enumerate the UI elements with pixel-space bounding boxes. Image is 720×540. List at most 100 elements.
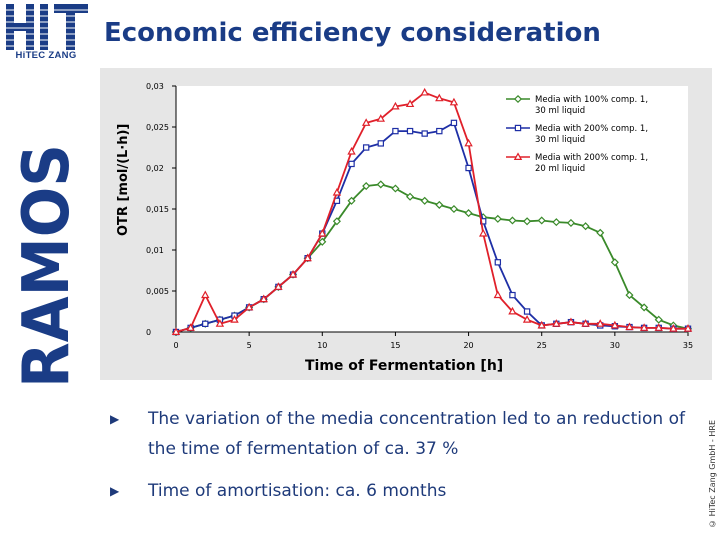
data-point [288, 269, 298, 278]
data-point [318, 228, 327, 237]
data-point [362, 144, 370, 151]
data-point [625, 322, 634, 331]
y-tick-label: 0 [146, 328, 151, 337]
data-point [361, 118, 371, 126]
copyright-note: © HiTec Zang GmbH - HRE [708, 420, 717, 528]
data-point [186, 323, 195, 331]
y-tick-label: 0,015 [146, 205, 169, 214]
bullet-text: The variation of the media concentration… [148, 409, 685, 459]
x-tick-label: 30 [610, 341, 620, 350]
data-point [639, 323, 649, 331]
data-point [436, 127, 443, 135]
data-point [230, 315, 239, 323]
legend-label: 30 ml liquid [535, 135, 585, 145]
data-point [347, 146, 356, 155]
bullet-arrow-icon: ▶ [110, 484, 120, 498]
data-point [523, 308, 531, 315]
y-tick-label: 0,03 [146, 82, 164, 91]
data-point [464, 209, 473, 218]
data-point [405, 99, 415, 108]
data-point [610, 320, 620, 329]
data-point [391, 184, 400, 193]
x-tick-label: 15 [390, 341, 400, 350]
data-point [464, 138, 473, 147]
x-tick-label: 20 [463, 341, 473, 350]
y-axis-label: OTR [mol/(L·h)] [116, 124, 131, 236]
data-point [610, 258, 619, 267]
data-point [435, 200, 444, 209]
data-point [566, 218, 576, 227]
legend-marker [514, 124, 522, 132]
data-point [332, 187, 342, 196]
data-point [303, 253, 312, 262]
data-point [450, 119, 458, 127]
series-3 [171, 87, 693, 335]
data-point [537, 320, 546, 329]
data-point [391, 101, 400, 110]
legend-label: Media with 100% comp. 1, [535, 95, 648, 105]
data-point [376, 114, 386, 122]
data-point [552, 218, 561, 227]
data-point [449, 204, 458, 214]
data-point [508, 306, 517, 315]
data-point [332, 217, 341, 226]
logo-text: HiTEC ZANG [15, 50, 77, 61]
bullet-arrow-icon: ▶ [110, 412, 120, 426]
data-point [377, 140, 385, 147]
data-point [640, 303, 649, 312]
data-point [537, 216, 546, 225]
otr-chart: 0 0,005 0,01 0,015 0,02 0,025 0,03 0 5 10 15 20 25 30… [100, 68, 712, 380]
brand-name: RAMOS [14, 144, 76, 388]
legend-label: 20 ml liquid [535, 164, 585, 174]
data-point [465, 164, 472, 172]
data-point [523, 217, 532, 226]
data-point [392, 127, 399, 135]
data-point [683, 324, 693, 332]
data-point [202, 320, 209, 327]
data-point [420, 196, 429, 205]
bullet-item: ▶ Time of amortisation: ca. 6 months [108, 476, 688, 506]
data-point [259, 294, 268, 303]
data-point [420, 87, 429, 96]
data-point [478, 228, 488, 237]
data-point [494, 259, 502, 266]
data-point [596, 228, 605, 237]
data-point [552, 319, 561, 327]
y-tick-label: 0,02 [146, 164, 164, 173]
data-point [421, 130, 428, 137]
data-point [669, 324, 678, 332]
x-tick-label: 0 [173, 341, 178, 350]
data-point [215, 319, 225, 327]
data-point [244, 302, 254, 311]
data-point [376, 180, 385, 189]
data-point [522, 315, 532, 323]
data-point [449, 97, 459, 106]
data-point [171, 327, 181, 335]
company-logo [4, 4, 90, 50]
data-point [406, 192, 415, 201]
x-tick-label: 25 [537, 341, 547, 350]
data-point [596, 319, 605, 327]
bullet-text: Time of amortisation: ca. 6 months [148, 481, 447, 501]
legend-label: Media with 200% comp. 1, [535, 153, 648, 163]
data-point [348, 160, 355, 168]
x-axis-label: Time of Fermentation [h] [305, 358, 503, 374]
data-point [654, 315, 663, 324]
data-point [493, 214, 502, 223]
bullet-list: ▶ The variation of the media concentrati… [108, 404, 688, 506]
ramos-brand-logo: RAMOS [14, 144, 76, 388]
data-point [274, 282, 283, 290]
legend-marker [513, 152, 523, 161]
data-point [435, 93, 444, 102]
chart-legend: Media with 100% comp. 1,30 ml liquidMedi… [506, 94, 648, 174]
legend-label: 30 ml liquid [535, 106, 585, 116]
x-tick-label: 10 [317, 341, 327, 350]
legend-label: Media with 200% comp. 1, [535, 124, 648, 134]
page-title: Economic efficiency consideration [104, 18, 601, 48]
x-tick-label: 5 [247, 341, 252, 350]
x-tick-label: 35 [683, 341, 693, 350]
data-point [362, 181, 371, 191]
data-point [493, 290, 503, 299]
bullet-item: ▶ The variation of the media concentrati… [108, 404, 688, 464]
plot-area [176, 86, 688, 332]
